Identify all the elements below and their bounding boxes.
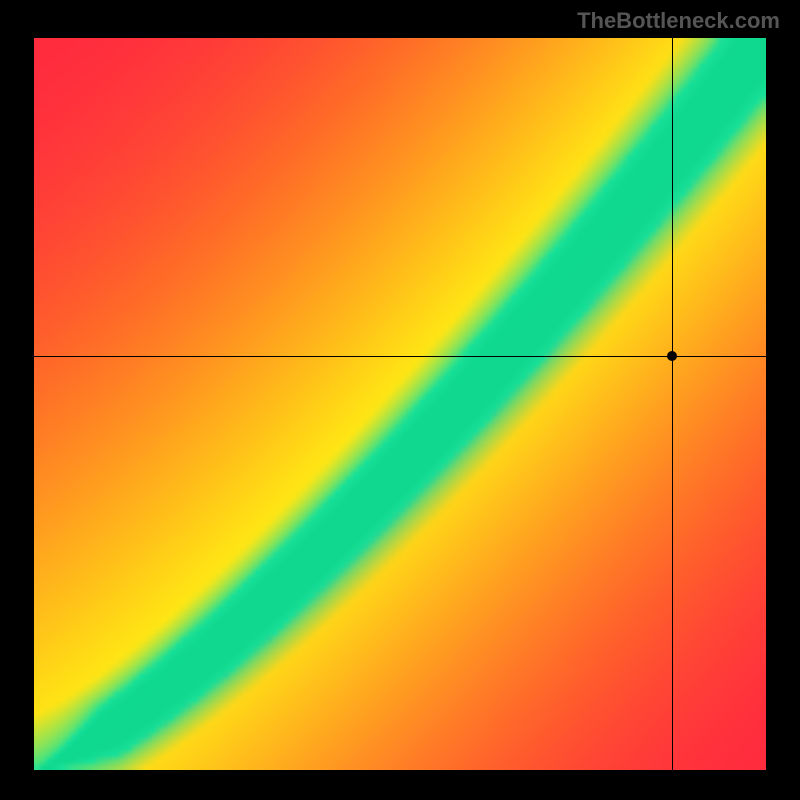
- crosshair-vertical: [672, 38, 674, 770]
- chart-container: TheBottleneck.com: [0, 0, 800, 800]
- heatmap-plot: [34, 38, 766, 770]
- crosshair-horizontal: [34, 356, 766, 358]
- watermark-text: TheBottleneck.com: [577, 8, 780, 34]
- crosshair-marker: [667, 351, 677, 361]
- heatmap-canvas: [34, 38, 766, 770]
